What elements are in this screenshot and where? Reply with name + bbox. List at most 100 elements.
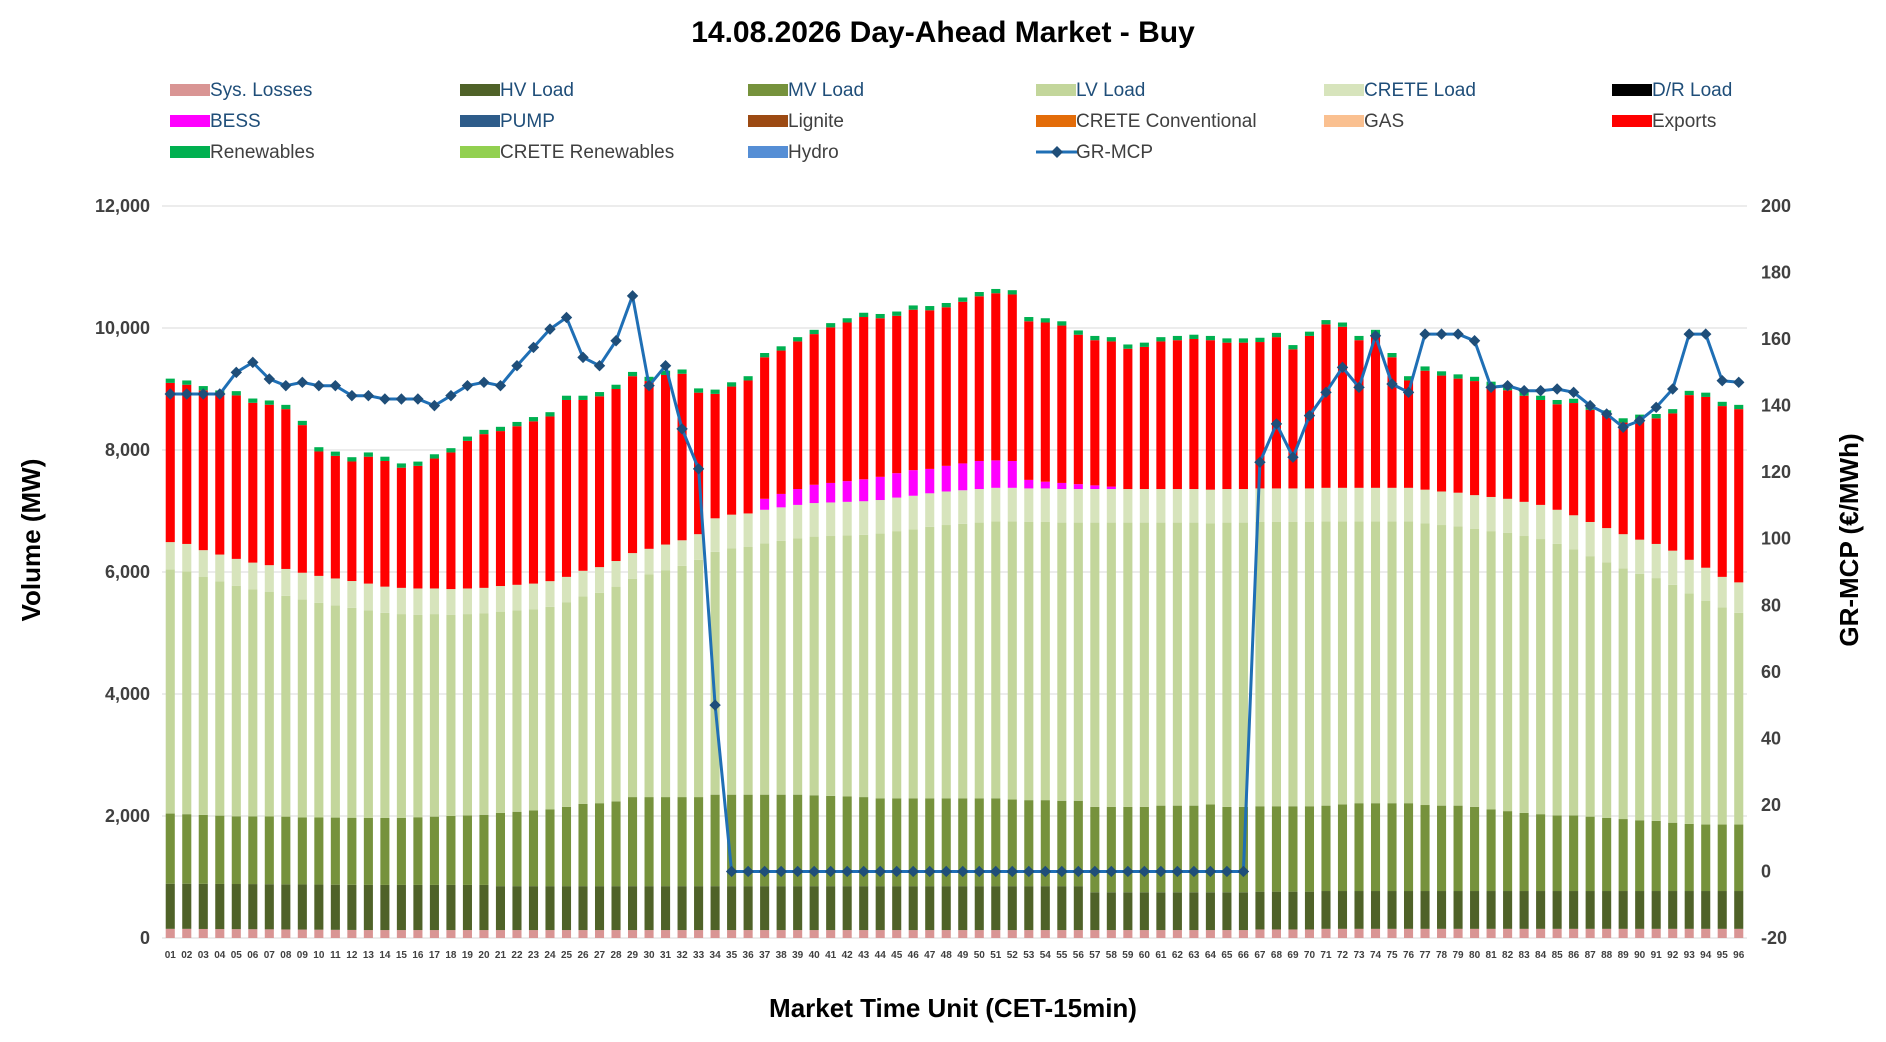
legend-swatch xyxy=(460,84,500,96)
x-tick-label: 71 xyxy=(1320,950,1332,961)
x-tick-label: 95 xyxy=(1717,950,1729,961)
bar-segment-hv-load xyxy=(396,884,406,931)
legend-label: CRETE Load xyxy=(1364,80,1476,101)
bar-segment-lv-load xyxy=(1552,543,1562,816)
bar-segment-renewables xyxy=(1123,344,1133,349)
x-tick-label: 77 xyxy=(1419,950,1431,961)
bar-segment-sys-losses xyxy=(1701,928,1711,938)
gr-mcp-point xyxy=(1287,451,1299,463)
bar-segment-renewables xyxy=(578,395,588,400)
legend-item-pump: PUMP xyxy=(460,111,555,132)
bar-segment-mv-load xyxy=(941,798,951,887)
gr-mcp-point xyxy=(990,865,1002,878)
gr-mcp-point xyxy=(808,865,820,878)
bar-segment-renewables xyxy=(1403,376,1414,381)
bar-segment-exports xyxy=(826,327,836,483)
x-tick-label: 90 xyxy=(1634,950,1646,961)
bar-segment-exports xyxy=(1684,395,1694,560)
bar-segment-crete-load xyxy=(1536,504,1546,540)
bar-segment-sys-losses xyxy=(1205,930,1215,938)
bar-segment-mv-load xyxy=(1354,803,1364,892)
gr-mcp-point xyxy=(445,389,457,402)
bar-segment-crete-load xyxy=(1453,492,1463,527)
x-tick-label: 80 xyxy=(1469,950,1481,961)
gr-mcp-point xyxy=(626,290,639,302)
bar-segment-sys-losses xyxy=(1073,930,1083,938)
x-tick-label: 48 xyxy=(941,950,953,961)
bar-segment-mv-load xyxy=(1106,806,1116,893)
bar-segment-renewables xyxy=(1205,335,1215,341)
bar-segment-mv-load xyxy=(991,798,1001,887)
bar-segment-crete-load xyxy=(826,502,836,537)
bar-segment-crete-load xyxy=(1717,576,1727,608)
bar-segment-crete-load xyxy=(264,565,274,593)
bar-segment-lv-load xyxy=(1569,549,1579,816)
bar-segment-mv-load xyxy=(1536,814,1546,892)
x-tick-label: 25 xyxy=(561,950,573,961)
bar-segment-hv-load xyxy=(1453,891,1463,929)
bar-segment-renewables xyxy=(528,417,539,422)
bar-segment-mv-load xyxy=(231,816,241,885)
bar-segment-lv-load xyxy=(1684,593,1694,824)
gr-mcp-point xyxy=(676,423,688,435)
bar-segment-mv-load xyxy=(1701,824,1711,892)
x-tick-label: 89 xyxy=(1618,950,1630,961)
bar-segment-hv-load xyxy=(842,886,852,931)
bar-segment-sys-losses xyxy=(479,930,489,938)
x-tick-label: 28 xyxy=(610,950,622,961)
bar-segment-mv-load xyxy=(1503,811,1513,892)
bar-segment-hv-load xyxy=(1420,891,1430,929)
bar-segment-exports xyxy=(1205,340,1215,490)
bar-segment-mv-load xyxy=(677,797,687,887)
gr-mcp-point xyxy=(197,388,209,400)
gr-mcp-point xyxy=(1650,401,1662,414)
bar-segment-lv-load xyxy=(215,581,225,816)
bar-segment-hv-load xyxy=(1734,891,1744,929)
bar-segment-mv-load xyxy=(1635,820,1645,892)
bar-segment-bess xyxy=(875,476,885,501)
bar-segment-exports xyxy=(1337,326,1348,488)
gr-mcp-point xyxy=(1138,865,1151,878)
x-tick-label: 61 xyxy=(1155,950,1167,961)
bar-segment-sys-losses xyxy=(1618,928,1628,938)
bar-segment-hv-load xyxy=(1585,891,1595,929)
bar-segment-lv-load xyxy=(1090,522,1100,807)
bar-segment-mv-load xyxy=(182,814,192,884)
gr-mcp-point xyxy=(1336,361,1349,374)
bar-segment-lv-load xyxy=(677,565,687,798)
bar-segment-crete-load xyxy=(875,500,885,534)
x-tick-label: 66 xyxy=(1238,950,1250,961)
bars xyxy=(165,288,1744,938)
bar-segment-hv-load xyxy=(314,884,324,930)
bar-segment-renewables xyxy=(1668,409,1678,414)
bar-segment-mv-load xyxy=(1684,823,1694,892)
x-tick-label: 68 xyxy=(1271,950,1283,961)
bar-segment-mv-load xyxy=(1189,805,1199,893)
bar-segment-renewables xyxy=(495,426,506,432)
bar-segment-hv-load xyxy=(264,884,274,930)
gr-mcp-point xyxy=(478,376,490,389)
bar-segment-crete-load xyxy=(974,489,984,523)
bar-segment-mv-load xyxy=(215,815,225,884)
bar-segment-exports xyxy=(1602,414,1612,529)
gr-mcp-point xyxy=(973,865,985,878)
bar-segment-exports xyxy=(347,461,357,582)
x-tick-label: 08 xyxy=(280,950,292,961)
bar-segment-sys-losses xyxy=(512,930,522,938)
bar-segment-sys-losses xyxy=(1337,928,1348,938)
bar-segment-crete-load xyxy=(892,497,902,532)
bar-segment-mv-load xyxy=(462,815,472,885)
bar-segment-mv-load xyxy=(628,797,638,887)
bar-segment-lv-load xyxy=(1717,607,1727,825)
bar-segment-crete-load xyxy=(182,543,192,572)
bar-segment-hv-load xyxy=(1635,891,1645,929)
x-tick-label: 34 xyxy=(710,950,722,961)
bar-segment-hv-load xyxy=(528,886,539,931)
bar-segment-renewables xyxy=(198,386,208,391)
bar-segment-hv-load xyxy=(380,884,390,931)
bar-segment-sys-losses xyxy=(231,929,241,938)
bar-segment-lv-load xyxy=(380,612,390,818)
bar-segment-lv-load xyxy=(908,529,918,799)
x-tick-label: 04 xyxy=(214,950,226,961)
